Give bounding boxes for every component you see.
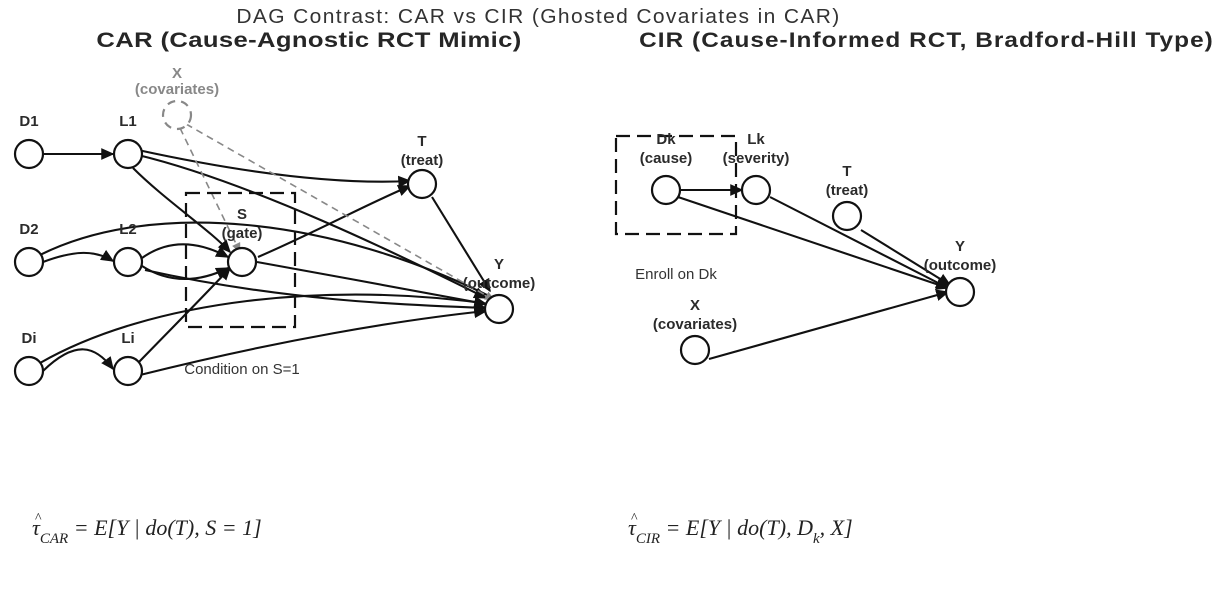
svg-text:Y: Y <box>494 256 504 273</box>
svg-text:Enroll on Dk: Enroll on Dk <box>635 266 717 283</box>
svg-text:L2: L2 <box>119 221 137 238</box>
svg-text:Di: Di <box>22 330 37 347</box>
svg-text:Li: Li <box>121 330 134 347</box>
svg-text:L1: L1 <box>119 113 137 130</box>
svg-text:(covariates): (covariates) <box>653 316 737 333</box>
svg-text:(outcome): (outcome) <box>924 257 997 274</box>
svg-text:T: T <box>842 163 851 180</box>
svg-text:X: X <box>172 65 182 82</box>
svg-text:Y: Y <box>955 238 965 255</box>
svg-text:Lk: Lk <box>747 131 765 148</box>
svg-text:D1: D1 <box>19 113 38 130</box>
svg-text:(severity): (severity) <box>723 150 790 167</box>
svg-text:(treat): (treat) <box>826 182 869 199</box>
svg-text:X: X <box>690 297 700 314</box>
svg-text:(cause): (cause) <box>640 150 693 167</box>
svg-text:(treat): (treat) <box>401 152 444 169</box>
svg-text:(covariates): (covariates) <box>135 81 219 98</box>
svg-text:T: T <box>417 133 426 150</box>
svg-text:Dk: Dk <box>656 131 676 148</box>
svg-text:Condition on S=1: Condition on S=1 <box>184 361 300 378</box>
svg-text:D2: D2 <box>19 221 38 238</box>
svg-text:(outcome): (outcome) <box>463 275 536 292</box>
svg-text:(gate): (gate) <box>222 225 263 242</box>
svg-text:S: S <box>237 206 247 223</box>
